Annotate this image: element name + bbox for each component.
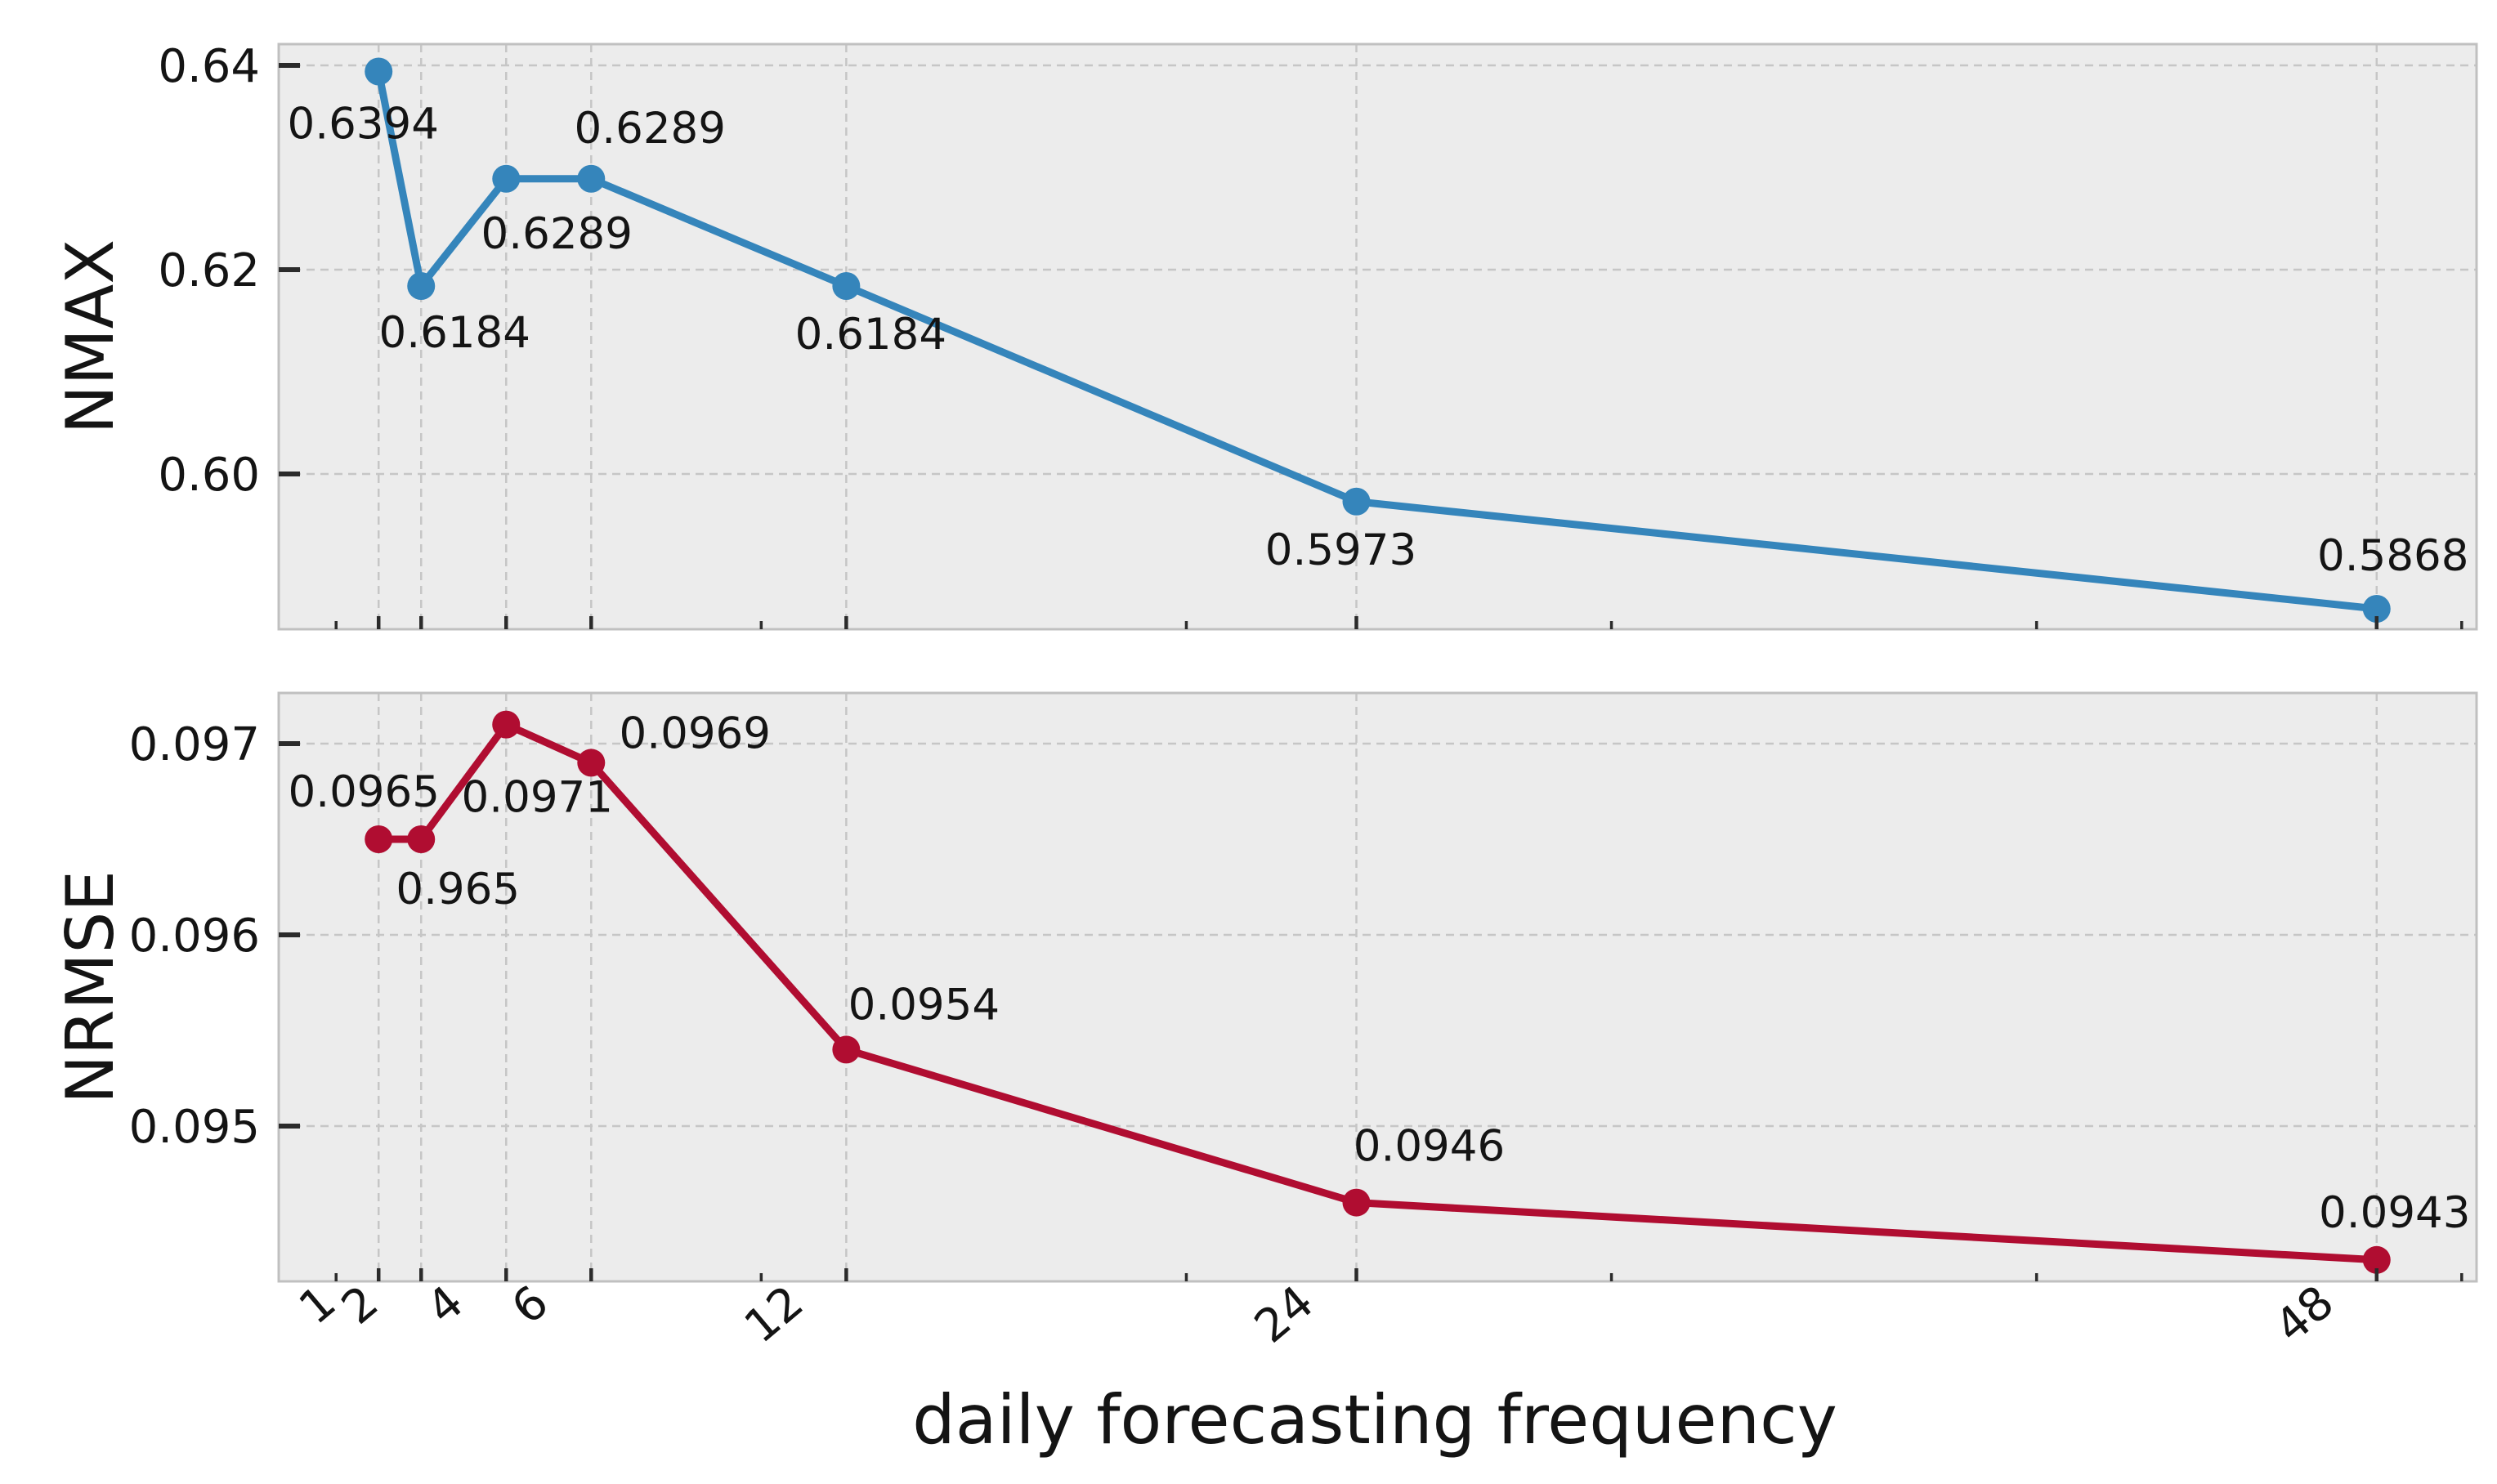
point-label: 0.0943	[2319, 1188, 2470, 1238]
x-tick-label: 6	[502, 1276, 558, 1335]
x-tick-label: 24	[1245, 1276, 1323, 1354]
y-tick-label: 0.096	[129, 910, 260, 963]
data-point	[832, 1035, 861, 1064]
point-label: 0.6289	[575, 104, 726, 154]
data-point	[407, 825, 436, 854]
point-label: 0.6184	[795, 310, 946, 360]
point-label: 0.5868	[2317, 531, 2468, 581]
top-y-axis-label: NMAX	[52, 239, 128, 434]
plot-frame	[277, 691, 2478, 1283]
plot-area	[279, 44, 2477, 629]
point-label: 0.0946	[1354, 1122, 1505, 1172]
point-label: 0.965	[396, 865, 520, 914]
data-point	[577, 164, 606, 193]
data-point	[365, 825, 393, 854]
data-point	[832, 272, 861, 300]
y-tick-label: 0.62	[158, 244, 260, 297]
point-label: 0.6394	[288, 100, 439, 150]
plot-area	[279, 693, 2477, 1281]
point-label: 0.5973	[1265, 525, 1416, 575]
data-point	[1342, 1188, 1371, 1217]
data-point	[2362, 595, 2391, 623]
data-point	[492, 710, 521, 739]
x-tick-label: 2	[332, 1276, 388, 1335]
y-tick-label: 0.097	[129, 718, 260, 771]
y-tick-label: 0.095	[129, 1101, 260, 1154]
y-tick-label: 0.64	[158, 40, 260, 93]
x-tick-label: 12	[735, 1276, 813, 1354]
x-tick-label: 1	[289, 1276, 346, 1335]
plot-frame	[277, 42, 2478, 631]
point-label: 0.0969	[620, 708, 771, 758]
data-point	[2362, 1245, 2391, 1274]
point-label: 0.6184	[379, 308, 530, 358]
data-point	[365, 57, 393, 86]
data-point	[407, 272, 436, 300]
y-tick-label: 0.60	[158, 449, 260, 502]
x-axis-label: daily forecasting frequency	[912, 1380, 1837, 1459]
point-label: 0.0965	[289, 767, 440, 817]
x-tick-label: 4	[417, 1276, 473, 1335]
point-label: 0.0971	[462, 773, 613, 823]
data-point	[1342, 487, 1371, 516]
subplot-nmax: 0.64 0.62 0.60 0.6394 0.6184 0.6289 0.6289 0.61…	[158, 40, 2478, 631]
point-label: 0.0954	[848, 980, 1000, 1030]
x-tick-label: 48	[2265, 1276, 2343, 1354]
data-point	[492, 164, 521, 193]
data-point	[577, 749, 606, 777]
plots-container: 0.64 0.62 0.60 0.6394 0.6184 0.6289 0.6289 0.61…	[129, 40, 2478, 1354]
point-label: 0.6289	[481, 209, 633, 259]
bottom-y-axis-label: NRMSE	[52, 870, 128, 1104]
